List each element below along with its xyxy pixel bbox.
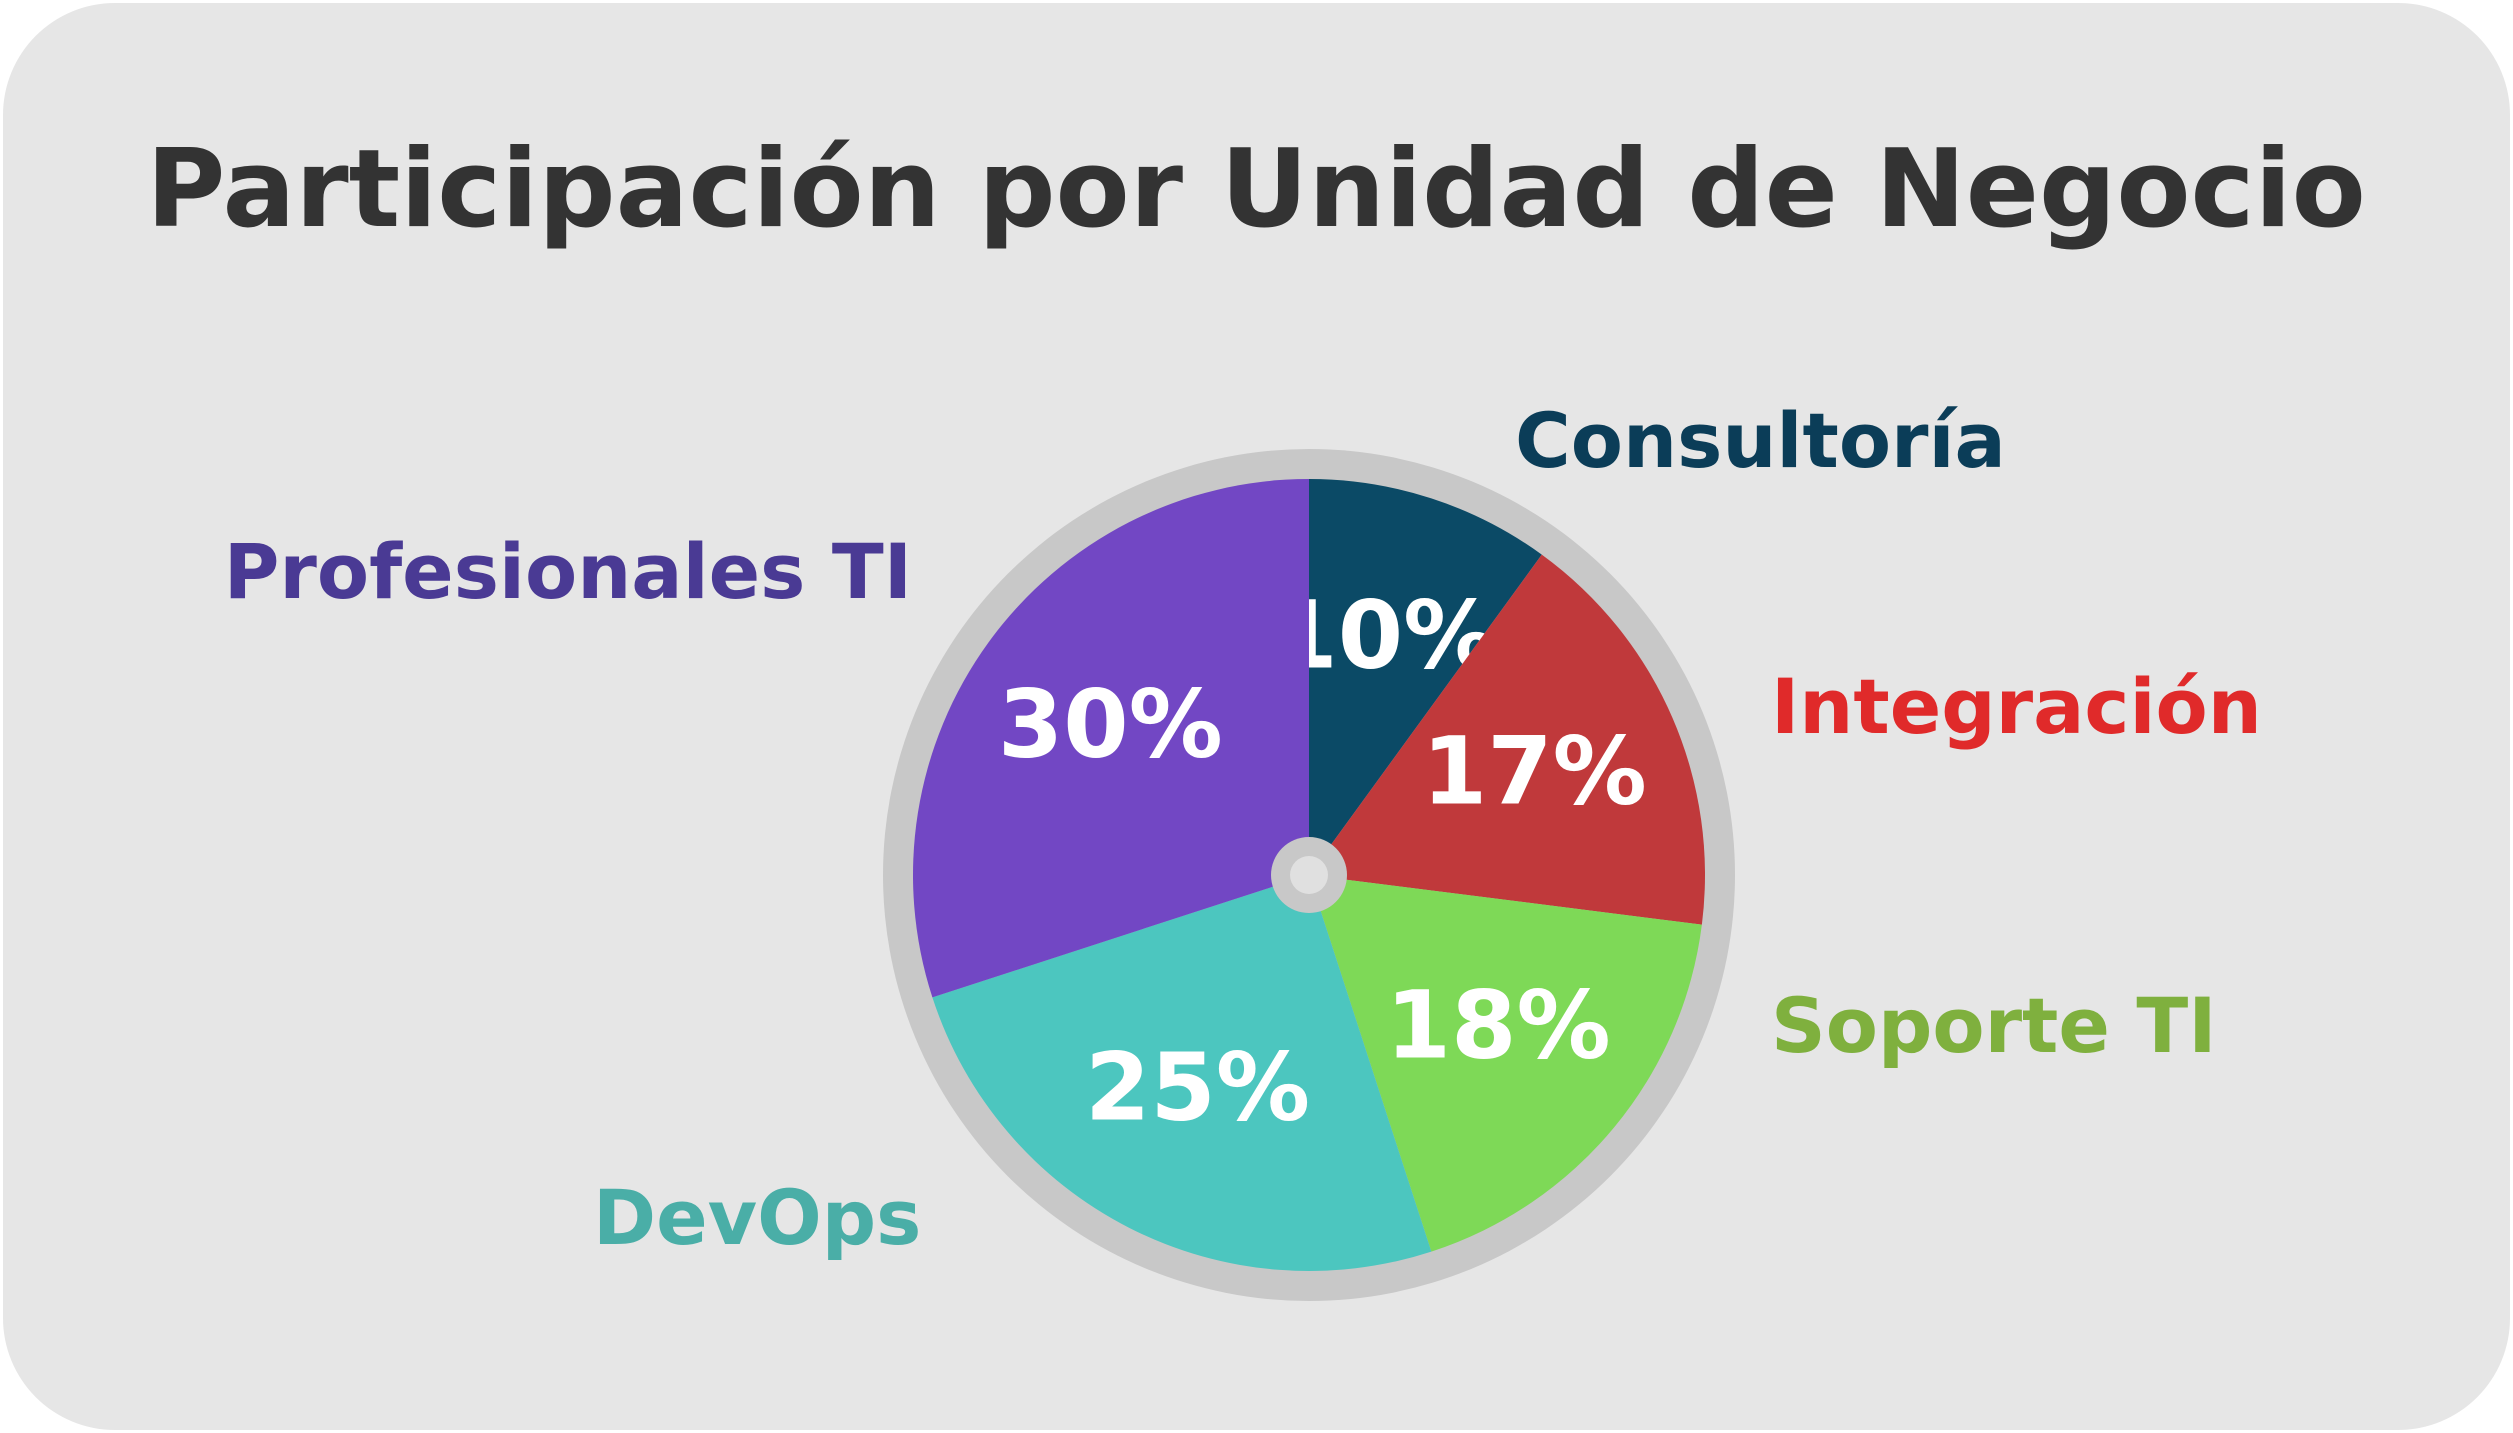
hub-inner [1290,856,1328,894]
value-label: 18% [1386,971,1611,1080]
value-label: 25% [1085,1034,1310,1143]
value-label: 30% [998,671,1223,780]
category-label: Soporte TI [1771,981,2217,1070]
value-label: 17% [1422,717,1647,826]
category-label: DevOps [593,1173,921,1262]
pie-slice [1309,875,1702,1252]
chart-title: Participación por Unidad de Negocio [146,127,2366,252]
pie-slice [1309,479,1542,875]
category-label: Consultoría [1515,396,2006,485]
pie-slice [912,479,1309,998]
pie-slice [1309,554,1705,925]
category-label: Integración [1771,662,2262,751]
pie-slice [932,875,1432,1272]
category-label: Profesionales TI [224,527,912,616]
